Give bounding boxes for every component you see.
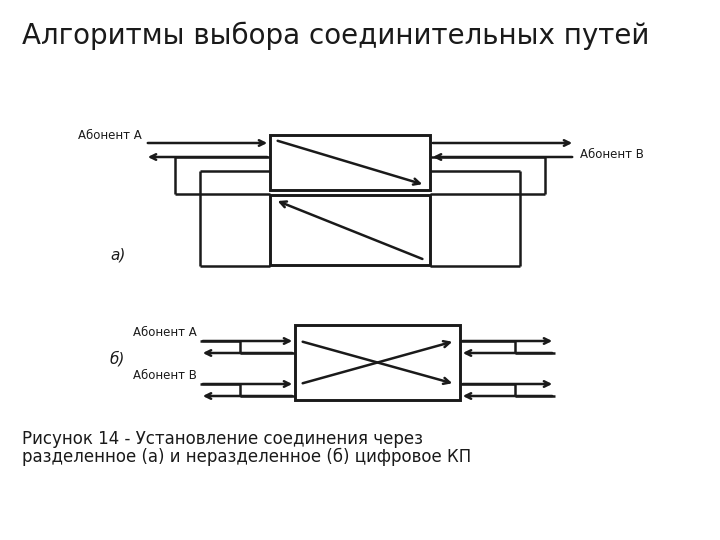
Text: разделенное (а) и неразделенное (б) цифровое КП: разделенное (а) и неразделенное (б) цифр… [22, 448, 472, 466]
Bar [270, 195, 430, 265]
Text: Абонент А: Абонент А [78, 129, 142, 142]
Text: Абонент А: Абонент А [133, 326, 197, 339]
Text: Алгоритмы выбора соединительных путей: Алгоритмы выбора соединительных путей [22, 22, 649, 50]
Text: б): б) [110, 351, 125, 367]
Text: Абонент В: Абонент В [133, 369, 197, 382]
Bar [270, 135, 430, 190]
Bar [295, 325, 460, 400]
Text: а): а) [110, 247, 125, 262]
Text: Абонент В: Абонент В [580, 148, 644, 161]
Text: Рисунок 14 - Установление соединения через: Рисунок 14 - Установление соединения чер… [22, 430, 423, 448]
